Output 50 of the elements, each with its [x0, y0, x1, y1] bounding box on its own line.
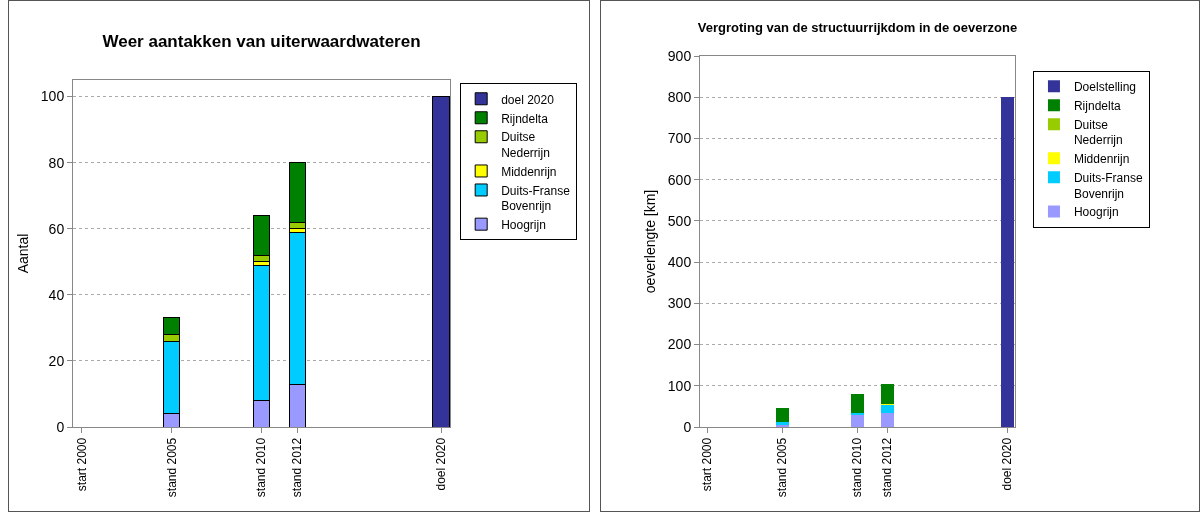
x-tick-label: stand 2012	[290, 437, 305, 498]
legend-label: Hoogrijn	[501, 218, 546, 233]
y-tick-label: 80	[48, 154, 65, 171]
legend-label: doel 2020	[501, 92, 555, 107]
legend-label: Duits-Franse Bovenrijn	[501, 183, 571, 214]
bar	[880, 384, 895, 405]
y-tick-label: 300	[667, 295, 692, 312]
x-tick-label: doel 2020	[433, 437, 448, 491]
x-tick-label: stand 2005	[775, 437, 790, 498]
chart-title: Vergroting van de structuurrijkdom in de oeverzone	[697, 19, 1018, 35]
legend-label: Duits-Franse Bovenrijn	[1073, 171, 1143, 201]
bar	[432, 96, 450, 427]
legend-label: Middenrijn	[501, 164, 557, 179]
y-axis-title: Aantal	[15, 233, 32, 274]
bar	[850, 393, 865, 414]
y-tick-label: 0	[683, 418, 692, 435]
x-tick-label: stand 2012	[880, 437, 895, 498]
legend-label: Hoogrijn	[1073, 205, 1119, 220]
legend-label: Doelstelling	[1073, 80, 1136, 95]
y-tick-label: 700	[667, 130, 692, 147]
x-tick-label: stand 2010	[850, 437, 865, 498]
y-tick-label: 800	[667, 89, 692, 106]
legend-label: Rijndelta	[501, 111, 549, 126]
legend-label: Middenrijn	[1073, 152, 1130, 167]
x-tick-label: start 2000	[700, 437, 715, 492]
legend-label: Rijndelta	[1073, 99, 1121, 114]
x-tick-label: start 2000	[74, 437, 89, 492]
y-tick-label: 400	[667, 254, 692, 271]
y-tick-label: 60	[48, 220, 65, 237]
y-tick-label: 40	[48, 286, 65, 303]
x-tick-label: doel 2020	[1000, 437, 1015, 491]
bar	[1000, 97, 1015, 427]
x-tick-label: stand 2005	[164, 437, 179, 498]
y-tick-label: 600	[667, 171, 692, 188]
y-tick-label: 900	[667, 47, 692, 64]
y-tick-label: 100	[667, 377, 692, 394]
x-tick-label: stand 2010	[254, 437, 269, 498]
bar	[880, 405, 895, 413]
y-tick-label: 100	[40, 88, 65, 105]
y-tick-label: 500	[667, 212, 692, 229]
y-axis-title: oeverlengte [km]	[642, 189, 659, 294]
bar	[850, 415, 865, 427]
bar	[775, 407, 790, 423]
legend-label: Duitse Nederrijn	[501, 130, 550, 161]
chart-title: Weer aantakken van uiterwaardwateren	[102, 31, 421, 51]
legend-label: Duitse Nederrijn	[1073, 117, 1123, 148]
y-tick-label: 20	[48, 352, 65, 369]
y-tick-label: 200	[667, 336, 692, 353]
bar	[880, 412, 895, 427]
y-tick-label: 0	[56, 418, 65, 435]
